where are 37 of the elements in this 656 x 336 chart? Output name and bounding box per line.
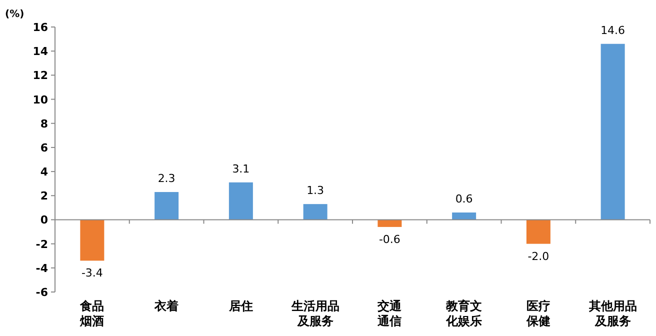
data-label: 0.6 — [455, 192, 473, 206]
y-tick-label: 2 — [40, 190, 48, 203]
x-tick-label: 食品烟酒 — [79, 299, 104, 328]
bar — [452, 212, 476, 220]
x-tick-label: 居住 — [228, 299, 253, 313]
y-tick-label: 12 — [32, 69, 48, 82]
y-tick-label: 8 — [40, 117, 48, 130]
y-tick-label: 0 — [40, 214, 48, 227]
y-tick-label: -2 — [36, 238, 48, 251]
data-label: 2.3 — [158, 172, 176, 186]
x-tick-label: 教育文化娱乐 — [445, 299, 482, 328]
y-tick-label: 16 — [32, 21, 48, 34]
bar — [80, 220, 104, 261]
data-label: 1.3 — [306, 184, 324, 198]
y-tick-label: 10 — [32, 93, 48, 106]
data-label: -0.6 — [378, 232, 400, 246]
y-tick-label: -6 — [36, 286, 48, 299]
data-label: 3.1 — [232, 162, 250, 176]
y-tick-label: 14 — [32, 45, 48, 58]
bar — [303, 204, 328, 220]
bar — [526, 220, 550, 244]
bar — [228, 182, 253, 220]
x-tick-label: 医疗保健 — [525, 299, 550, 328]
x-tick-label: 交通通信 — [376, 299, 403, 328]
x-tick-label: 生活用品及服务 — [290, 299, 340, 328]
data-label: -2.0 — [528, 250, 550, 263]
bar — [378, 220, 402, 227]
y-tick-label: 4 — [40, 166, 48, 179]
y-tick-label: 6 — [40, 141, 48, 154]
bar — [154, 192, 179, 220]
y-tick-label: -4 — [36, 262, 48, 275]
y-axis-title: (%) — [5, 9, 24, 20]
bar — [600, 44, 625, 220]
x-tick-label: 其他用品及服务 — [588, 299, 637, 328]
x-tick-label: 衣着 — [154, 299, 179, 313]
data-label: 14.6 — [600, 24, 626, 37]
data-label: -3.4 — [81, 266, 103, 280]
